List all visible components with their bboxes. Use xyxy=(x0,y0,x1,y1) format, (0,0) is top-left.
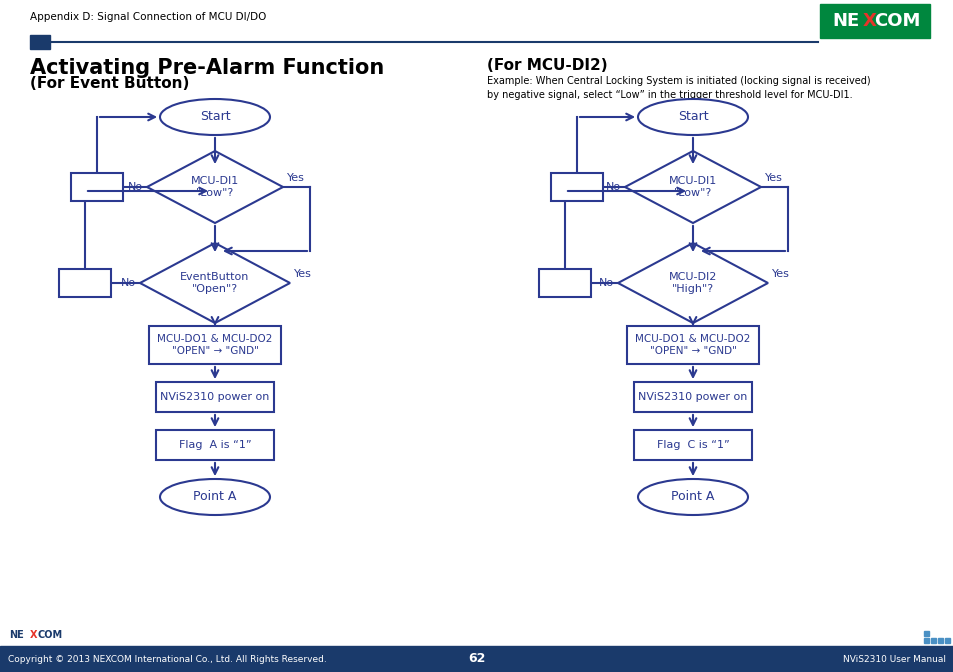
Text: No: No xyxy=(121,278,136,288)
Bar xyxy=(937,638,942,643)
Text: MCU-DI1
"Low"?: MCU-DI1 "Low"? xyxy=(191,176,239,198)
Bar xyxy=(923,638,928,643)
Text: Appendix D: Signal Connection of MCU DI/DO: Appendix D: Signal Connection of MCU DI/… xyxy=(30,12,266,22)
Polygon shape xyxy=(618,243,767,323)
Bar xyxy=(71,173,123,201)
Text: MCU-DI1
"Low"?: MCU-DI1 "Low"? xyxy=(668,176,717,198)
Text: NE: NE xyxy=(9,630,24,640)
Text: MCU-DI2
"High"?: MCU-DI2 "High"? xyxy=(668,272,717,294)
Bar xyxy=(944,638,949,643)
Bar xyxy=(59,269,111,297)
Text: No: No xyxy=(128,182,143,192)
Bar xyxy=(930,638,935,643)
Text: NViS2310 power on: NViS2310 power on xyxy=(160,392,270,402)
Bar xyxy=(30,35,50,49)
Text: NE: NE xyxy=(831,12,859,30)
Text: Point A: Point A xyxy=(193,491,236,503)
Text: 62: 62 xyxy=(468,653,485,665)
Bar xyxy=(634,382,751,412)
Text: Copyright © 2013 NEXCOM International Co., Ltd. All Rights Reserved.: Copyright © 2013 NEXCOM International Co… xyxy=(8,655,327,663)
Ellipse shape xyxy=(638,479,747,515)
Bar xyxy=(149,326,281,364)
Text: NViS2310 User Manual: NViS2310 User Manual xyxy=(842,655,945,663)
Text: MCU-DO1 & MCU-DO2
"OPEN" → "GND": MCU-DO1 & MCU-DO2 "OPEN" → "GND" xyxy=(635,334,750,355)
Text: COM: COM xyxy=(38,630,63,640)
Text: (For Event Button): (For Event Button) xyxy=(30,76,190,91)
Text: Start: Start xyxy=(677,110,707,124)
Bar xyxy=(156,382,274,412)
Text: X: X xyxy=(862,12,876,30)
Text: Yes: Yes xyxy=(287,173,305,183)
Text: Flag  A is “1”: Flag A is “1” xyxy=(178,440,251,450)
Bar xyxy=(634,430,751,460)
Ellipse shape xyxy=(638,99,747,135)
Text: Yes: Yes xyxy=(764,173,782,183)
Text: COM: COM xyxy=(873,12,920,30)
Bar xyxy=(551,173,602,201)
Ellipse shape xyxy=(160,99,270,135)
Text: X: X xyxy=(30,630,37,640)
Polygon shape xyxy=(624,151,760,223)
Text: Yes: Yes xyxy=(771,269,789,279)
Bar xyxy=(156,430,274,460)
Polygon shape xyxy=(147,151,283,223)
Text: Start: Start xyxy=(199,110,230,124)
Text: EventButton
"Open"?: EventButton "Open"? xyxy=(180,272,250,294)
Text: Flag  C is “1”: Flag C is “1” xyxy=(656,440,729,450)
Text: Point A: Point A xyxy=(671,491,714,503)
Text: (For MCU-DI2): (For MCU-DI2) xyxy=(486,58,607,73)
Text: NViS2310 power on: NViS2310 power on xyxy=(638,392,747,402)
Text: No: No xyxy=(605,182,620,192)
Text: MCU-DO1 & MCU-DO2
"OPEN" → "GND": MCU-DO1 & MCU-DO2 "OPEN" → "GND" xyxy=(157,334,273,355)
Text: Yes: Yes xyxy=(294,269,312,279)
Bar xyxy=(0,646,953,672)
Bar xyxy=(626,326,759,364)
Bar xyxy=(923,631,928,636)
Text: Activating Pre-Alarm Function: Activating Pre-Alarm Function xyxy=(30,58,384,78)
Bar xyxy=(6,627,68,643)
Bar xyxy=(820,4,929,38)
Ellipse shape xyxy=(160,479,270,515)
Bar xyxy=(538,269,590,297)
Text: No: No xyxy=(598,278,614,288)
Polygon shape xyxy=(140,243,290,323)
Text: Example: When Central Locking System is initiated (locking signal is received)
b: Example: When Central Locking System is … xyxy=(486,76,870,100)
